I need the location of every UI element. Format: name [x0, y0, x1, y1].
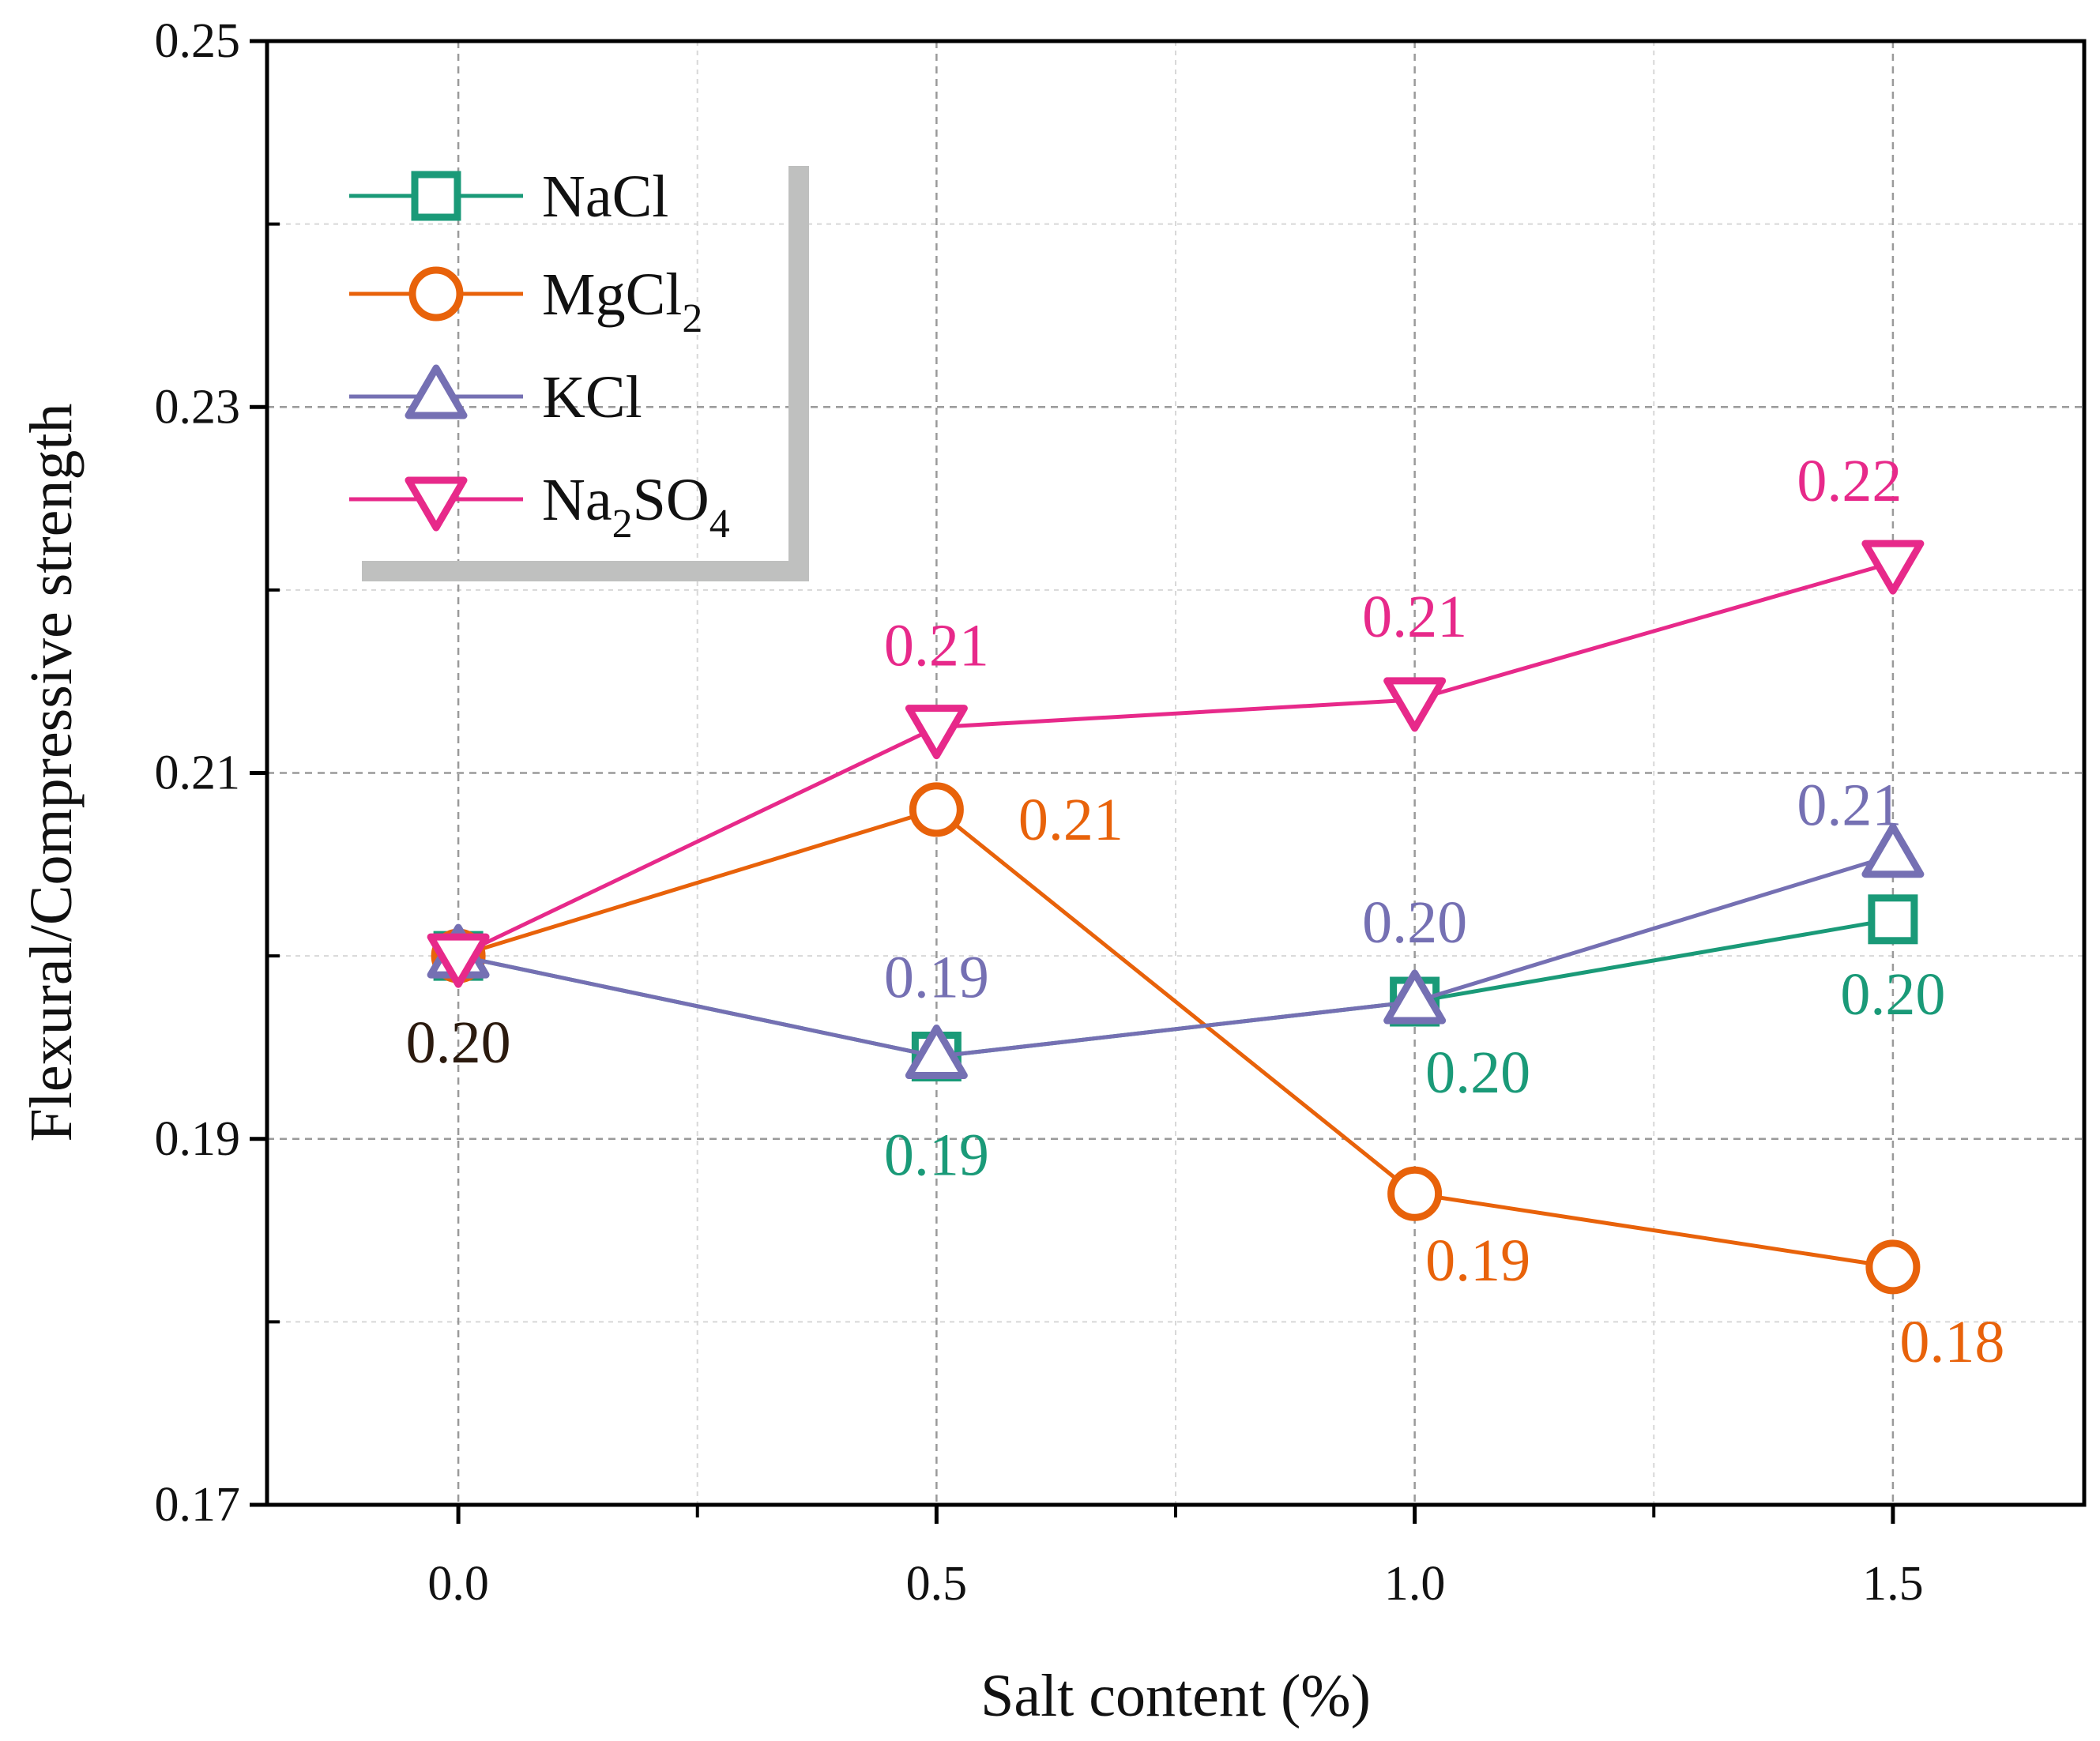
y-tick-label: 0.19	[155, 1112, 241, 1166]
data-point-MgCl2	[1387, 1166, 1443, 1221]
legend-label: Na2SO4	[542, 467, 730, 547]
legend-text: MgCl	[542, 261, 682, 328]
data-label-NaCl: 0.19	[884, 1122, 989, 1189]
data-label-KCl: 0.19	[884, 945, 989, 1011]
legend-marker	[411, 171, 461, 221]
legend-item-MgCl2: MgCl2	[349, 261, 702, 341]
legend-text: Na	[542, 467, 612, 533]
x-tick-label: 0.5	[906, 1557, 968, 1611]
data-point-MgCl2	[1865, 1239, 1921, 1295]
x-axis-title: Salt content (%)	[980, 1663, 1371, 1729]
data-point-KCl	[1383, 969, 1447, 1025]
data-point-MgCl2	[909, 782, 964, 837]
data-label-Na2SO4: 0.21	[884, 613, 989, 679]
ticks: 0.17 0.19 0.21 0.23 0.25 0.0 0.5 1.0 1.5	[155, 14, 1924, 1611]
data-label-Na2SO4: 0.21	[1362, 584, 1467, 650]
data-label-shared: 0.20	[406, 1010, 511, 1076]
legend-label: KCl	[542, 364, 642, 431]
legend-text: KCl	[542, 364, 642, 431]
legend-text: NaCl	[542, 164, 668, 230]
data-label-NaCl: 0.20	[1840, 961, 1945, 1028]
legend-shadow-bottom	[362, 561, 809, 581]
data-point-KCl	[905, 1025, 968, 1080]
x-tick-label: 0.0	[427, 1557, 489, 1611]
data-point-NaCl	[1868, 894, 1918, 945]
series-Na2SO4	[427, 540, 1925, 988]
data-point-Na2SO4	[905, 705, 968, 760]
y-tick-label: 0.23	[155, 380, 241, 434]
series-line-Na2SO4	[457, 560, 1894, 958]
legend-item-NaCl: NaCl	[349, 164, 668, 230]
data-point-Na2SO4	[427, 933, 490, 988]
legend-item-Na2SO4: Na2SO4	[349, 467, 730, 547]
legend-label: MgCl2	[542, 261, 702, 341]
legend-text: SO	[633, 467, 709, 533]
data-label-NaCl: 0.20	[1425, 1040, 1530, 1106]
series-line-MgCl2	[457, 807, 1894, 1269]
series-line-KCl	[457, 853, 1894, 1059]
y-tick-label: 0.17	[155, 1478, 241, 1532]
data-labels: 0.19 0.20 0.20 0.21 0.19 0.18 0.19 0.20 0.21 0.21…	[406, 448, 2005, 1375]
legend-subscript: 4	[709, 502, 730, 547]
legend-shadow	[788, 166, 809, 581]
data-point-KCl	[1861, 823, 1925, 878]
y-axis-title: Flexural/Compressive strength	[18, 403, 85, 1141]
data-label-MgCl2: 0.21	[1018, 787, 1123, 853]
data-label-KCl: 0.20	[1362, 889, 1467, 956]
data-label-KCl: 0.21	[1797, 773, 1902, 839]
series-layer	[427, 540, 1925, 1295]
data-point-Na2SO4	[1861, 540, 1925, 595]
y-tick-label: 0.21	[155, 746, 241, 800]
y-tick-label: 0.25	[155, 14, 241, 68]
legend-subscript: 2	[682, 296, 702, 341]
data-point-Na2SO4	[1383, 677, 1447, 732]
data-label-MgCl2: 0.19	[1425, 1228, 1530, 1294]
data-label-MgCl2: 0.18	[1899, 1309, 2004, 1375]
x-tick-label: 1.5	[1862, 1557, 1924, 1611]
legend-item-KCl: KCl	[349, 364, 642, 431]
legend-label: NaCl	[542, 164, 668, 230]
data-label-Na2SO4: 0.22	[1797, 448, 1902, 514]
legend-marker	[405, 476, 468, 532]
legend-marker	[405, 364, 468, 419]
legend-marker	[408, 266, 464, 322]
legend-subscript: 2	[612, 502, 633, 547]
x-tick-label: 1.0	[1384, 1557, 1446, 1611]
